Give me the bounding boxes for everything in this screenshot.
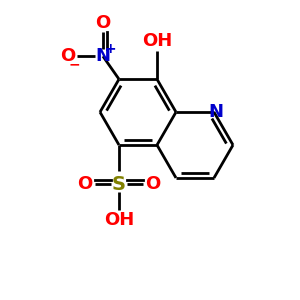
Text: OH: OH bbox=[104, 211, 134, 229]
Text: O: O bbox=[77, 175, 93, 193]
Text: S: S bbox=[112, 175, 126, 194]
Text: N: N bbox=[208, 103, 224, 121]
Text: O: O bbox=[95, 14, 111, 32]
Text: +: + bbox=[104, 42, 116, 56]
Text: OH: OH bbox=[142, 32, 172, 50]
Text: O: O bbox=[60, 47, 76, 65]
Text: O: O bbox=[146, 175, 160, 193]
Text: N: N bbox=[95, 47, 110, 65]
Text: −: − bbox=[68, 57, 80, 71]
